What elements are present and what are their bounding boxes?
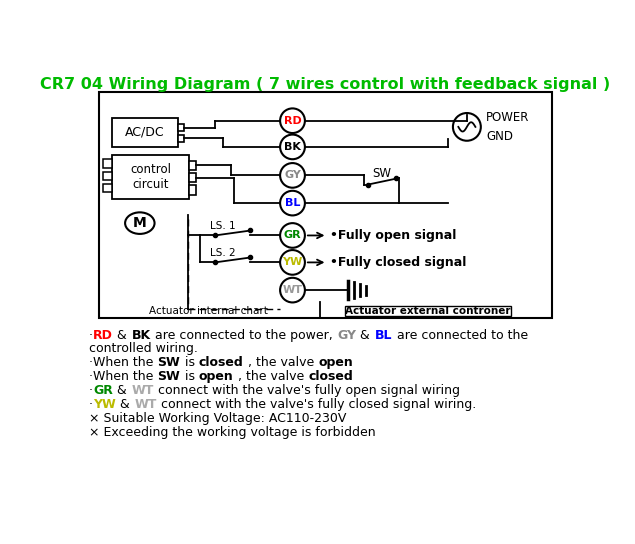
Text: GND: GND: [486, 129, 513, 143]
Text: BK: BK: [131, 329, 150, 342]
Text: open: open: [199, 370, 234, 383]
Bar: [112, 118, 178, 147]
Text: open: open: [319, 356, 354, 369]
Text: LS. 1: LS. 1: [210, 221, 236, 231]
Bar: [178, 124, 184, 132]
Text: × Exceeding the working voltage is forbidden: × Exceeding the working voltage is forbi…: [89, 425, 375, 438]
Bar: [189, 161, 196, 170]
Text: SW: SW: [157, 370, 180, 383]
Text: ·: ·: [89, 384, 93, 397]
Bar: [189, 173, 196, 182]
Text: GR: GR: [284, 231, 302, 240]
Text: YW: YW: [93, 398, 116, 411]
Text: CR7 04 Wiring Diagram ( 7 wires control with feedback signal ): CR7 04 Wiring Diagram ( 7 wires control …: [40, 77, 610, 92]
Text: GY: GY: [337, 329, 356, 342]
Text: controlled wiring.: controlled wiring.: [89, 343, 197, 355]
Circle shape: [453, 113, 481, 141]
Text: are connected to the: are connected to the: [392, 329, 528, 342]
Circle shape: [280, 223, 305, 248]
Text: GY: GY: [284, 170, 301, 181]
Text: GR: GR: [93, 384, 113, 397]
Bar: [99, 92, 552, 318]
Text: is: is: [180, 370, 199, 383]
Text: SW: SW: [157, 356, 180, 369]
Circle shape: [280, 278, 305, 302]
Text: •Fully open signal: •Fully open signal: [330, 229, 456, 242]
Text: WT: WT: [131, 384, 154, 397]
Text: BK: BK: [284, 142, 301, 152]
Text: SW: SW: [372, 166, 391, 180]
Text: are connected to the power,: are connected to the power,: [151, 329, 337, 342]
Text: , the valve: , the valve: [234, 370, 309, 383]
Ellipse shape: [125, 212, 154, 234]
Text: &: &: [116, 398, 134, 411]
Text: BL: BL: [375, 329, 392, 342]
Text: connect with the valve's fully open signal wiring: connect with the valve's fully open sign…: [154, 384, 460, 397]
Circle shape: [280, 108, 305, 133]
Bar: [103, 184, 112, 193]
Text: WT: WT: [135, 398, 157, 411]
Text: is: is: [180, 356, 199, 369]
Text: &: &: [113, 384, 131, 397]
Circle shape: [280, 250, 305, 275]
Bar: [112, 154, 189, 199]
Text: Actuator external controner: Actuator external controner: [345, 306, 511, 316]
Text: control
circuit: control circuit: [130, 163, 171, 191]
Text: ·: ·: [89, 329, 93, 342]
Text: RD: RD: [284, 116, 302, 126]
Text: •Fully closed signal: •Fully closed signal: [330, 256, 466, 269]
Circle shape: [280, 163, 305, 188]
Circle shape: [280, 191, 305, 215]
Text: ·When the: ·When the: [89, 370, 157, 383]
Bar: [103, 171, 112, 180]
Text: connect with the valve's fully closed signal wiring.: connect with the valve's fully closed si…: [157, 398, 476, 411]
Text: WT: WT: [283, 285, 302, 295]
Text: YW: YW: [283, 257, 303, 268]
Circle shape: [280, 134, 305, 159]
Text: &: &: [113, 329, 131, 342]
Text: closed: closed: [309, 370, 354, 383]
Text: ·: ·: [89, 398, 93, 411]
Text: M: M: [133, 216, 147, 230]
Text: LS. 2: LS. 2: [210, 248, 236, 258]
Text: closed: closed: [199, 356, 244, 369]
Text: ·When the: ·When the: [89, 356, 157, 369]
Bar: [189, 186, 196, 195]
Text: , the valve: , the valve: [244, 356, 318, 369]
Text: POWER: POWER: [486, 111, 530, 124]
Bar: [103, 159, 112, 168]
Text: × Suitable Working Voltage: AC110-230V: × Suitable Working Voltage: AC110-230V: [89, 412, 346, 425]
Text: RD: RD: [93, 329, 113, 342]
Text: AC/DC: AC/DC: [124, 126, 164, 139]
Bar: [178, 134, 184, 143]
Text: Actuator internal chart: Actuator internal chart: [149, 306, 268, 316]
Text: &: &: [356, 329, 374, 342]
Text: BL: BL: [285, 198, 300, 208]
